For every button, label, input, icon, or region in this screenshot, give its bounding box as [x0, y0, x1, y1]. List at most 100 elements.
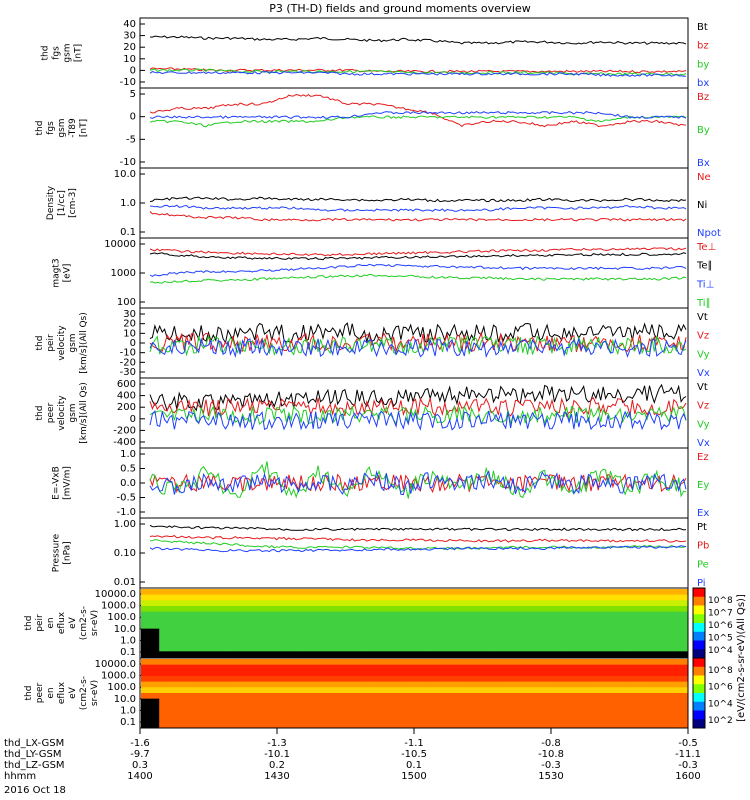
heatmap-cell [450, 589, 460, 596]
heatmap-cell [677, 687, 688, 694]
heatmap-cell [286, 704, 297, 711]
heatmap-cell [404, 600, 415, 607]
heatmap-cell [650, 611, 661, 618]
heatmap-cell [623, 589, 633, 596]
heatmap-cell [514, 681, 524, 688]
heatmap-cell [486, 606, 497, 613]
heatmap-cell [341, 704, 351, 711]
heatmap-cell [241, 611, 251, 618]
heatmap-cell [295, 670, 306, 677]
y-axis-label: gsm [57, 118, 67, 137]
heatmap-cell [368, 628, 379, 635]
heatmap-cell [668, 634, 679, 641]
y-axis-label: [km/s](All Qs) [79, 382, 89, 444]
heatmap-cell [359, 589, 369, 596]
heatmap-cell [677, 670, 688, 677]
heatmap-cell [523, 704, 533, 711]
heatmap-cell [441, 634, 451, 641]
heatmap-cell [605, 715, 615, 722]
panel-frame [139, 237, 689, 309]
heatmap-cell [414, 704, 424, 711]
heatmap-cell [414, 676, 424, 683]
heatmap-cell [423, 594, 433, 601]
heatmap-cell [141, 676, 151, 683]
heatmap-cell [168, 704, 178, 711]
heatmap-cell [241, 676, 251, 683]
heatmap-cell [668, 693, 679, 700]
heatmap-cell [614, 594, 624, 601]
heatmap-cell [304, 659, 315, 666]
legend-entry: By [697, 125, 710, 136]
y-tick-label: -5 [126, 134, 136, 145]
heatmap-cell [568, 651, 579, 658]
heatmap-cell [659, 600, 670, 607]
heatmap-cell [596, 715, 606, 722]
heatmap-cell [368, 670, 379, 677]
heatmap-cell [623, 676, 633, 683]
heatmap-cell [341, 715, 351, 722]
heatmap-cell [250, 594, 260, 601]
heatmap-cell [332, 698, 342, 705]
heatmap-cell [432, 721, 442, 728]
heatmap-cell [541, 645, 551, 652]
heatmap-cell [414, 651, 424, 658]
heatmap-cell [250, 687, 260, 694]
heatmap-cell [277, 594, 288, 601]
heatmap-cell [286, 623, 297, 630]
heatmap-cell [186, 687, 197, 694]
heatmap-cell [486, 715, 497, 722]
heatmap-cell [614, 698, 624, 705]
heatmap-cell [532, 721, 542, 728]
y-axis-label: peer [35, 682, 45, 703]
heatmap-cell [459, 594, 470, 601]
heatmap-cell [368, 611, 379, 618]
heatmap-cell [641, 640, 652, 647]
heatmap-cell [286, 715, 297, 722]
heatmap-cell [277, 617, 288, 624]
heatmap-cell [268, 659, 278, 666]
heatmap-cell [505, 704, 515, 711]
heatmap-cell [668, 617, 679, 624]
heatmap-cell [568, 681, 579, 688]
y-axis-label: E=-VxB [52, 466, 62, 500]
heatmap-cell [222, 681, 233, 688]
heatmap-cell [441, 645, 451, 652]
heatmap-cell [505, 628, 515, 635]
heatmap-cell [332, 681, 342, 688]
heatmap-cell [495, 640, 506, 647]
heatmap-cell [377, 645, 388, 652]
heatmap-cell [232, 651, 242, 658]
heatmap-cell [268, 623, 278, 630]
heatmap-cell [177, 670, 187, 677]
heatmap-cell [259, 681, 269, 688]
heatmap-cell [550, 600, 561, 607]
heatmap-cell [213, 676, 224, 683]
heatmap-cell [414, 659, 424, 666]
heatmap-cell [295, 628, 306, 635]
heatmap-cell [241, 634, 251, 641]
heatmap-cell [359, 721, 369, 728]
heatmap-cell [505, 606, 515, 613]
heatmap-cell [204, 659, 215, 666]
heatmap-cell [605, 611, 615, 618]
heatmap-cell [204, 693, 215, 700]
heatmap-cell [341, 721, 351, 728]
y-tick-label: 100.0 [107, 612, 136, 623]
heatmap-cell [232, 611, 242, 618]
heatmap-cell [432, 589, 442, 596]
heatmap-cell [250, 698, 260, 705]
heatmap-cell [232, 606, 242, 613]
heatmap-cell [605, 670, 615, 677]
heatmap-cell [395, 704, 406, 711]
heatmap-cell [577, 681, 588, 688]
heatmap-cell [395, 628, 406, 635]
heatmap-cell [523, 721, 533, 728]
y-axis-label: eV [68, 616, 78, 629]
heatmap-cell [505, 623, 515, 630]
heatmap-cell [250, 676, 260, 683]
heatmap-cell [677, 715, 688, 722]
heatmap-cell [213, 594, 224, 601]
heatmap-cell [477, 651, 488, 658]
heatmap-cell [586, 687, 597, 694]
heatmap-cell [659, 589, 670, 596]
